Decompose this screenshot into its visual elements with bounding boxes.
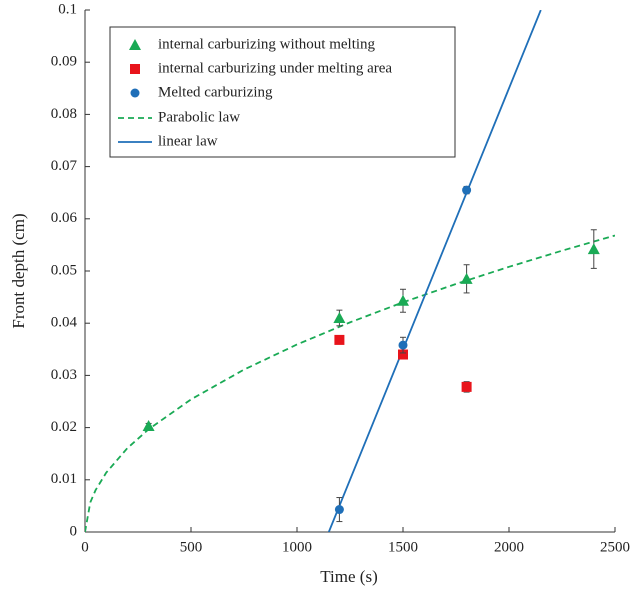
x-tick-label: 2000 [494,539,524,555]
data-point [142,420,155,432]
legend-marker [130,88,140,98]
x-tick-label: 500 [180,539,203,555]
data-point [460,272,473,284]
legend-label: linear law [158,133,218,149]
data-point [398,349,408,360]
y-tick-label: 0.02 [51,419,77,435]
y-axis-label: Front depth (cm) [9,213,28,328]
y-tick-label: 0.04 [51,315,78,331]
x-tick-label: 0 [81,539,89,555]
fit-line [85,234,615,532]
y-tick-label: 0.08 [51,106,77,122]
plot-area [85,10,615,532]
data-point [334,334,345,345]
y-tick-label: 0.03 [51,367,77,383]
y-tick-label: 0.09 [51,54,77,70]
y-tick-label: 0.1 [58,1,77,17]
legend-box [109,26,456,158]
y-tick-label: 0.06 [51,210,78,226]
legend-label: Melted carburizing [158,84,273,100]
data-point [398,340,408,350]
legend-marker [130,64,140,74]
legend-label: internal carburizing without melting [158,36,376,52]
data-point [397,294,409,306]
data-point [462,185,472,195]
data-point [587,243,600,255]
x-tick-label: 2500 [600,539,630,555]
y-tick-label: 0 [70,523,78,539]
x-tick-label: 1000 [282,539,312,555]
x-axis-label: Time (s) [320,567,377,586]
legend-label: Parabolic law [158,109,240,125]
y-tick-label: 0.07 [51,158,78,174]
y-tick-label: 0.01 [51,471,77,487]
legend-marker [129,39,141,50]
data-point [334,505,344,515]
x-tick-label: 1500 [388,539,418,555]
data-point [333,311,346,323]
y-tick-label: 0.05 [51,262,77,278]
legend-label: internal carburizing under melting area [158,60,392,76]
fit-line [327,10,542,532]
data-point [461,381,472,392]
